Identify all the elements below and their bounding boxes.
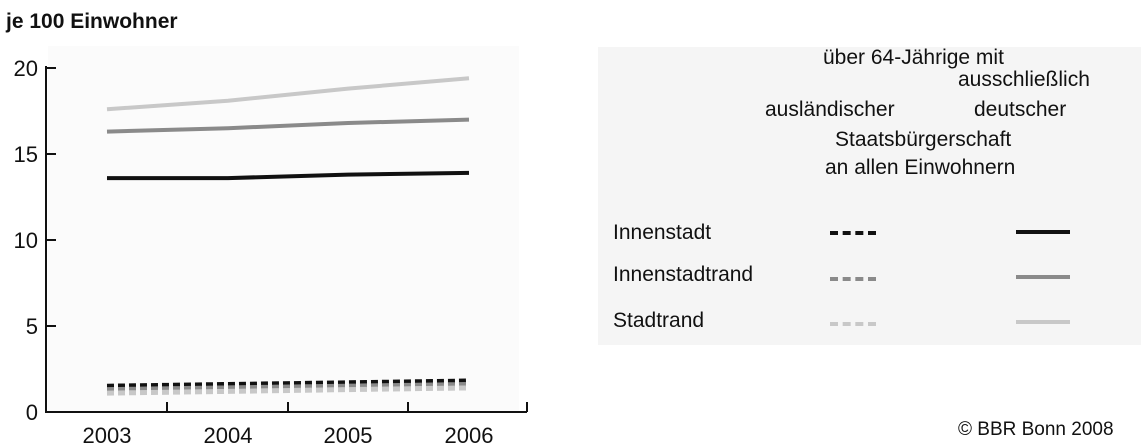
x-tick-label-2006: 2006 xyxy=(445,423,494,445)
x-tick-label-2003: 2003 xyxy=(83,423,132,445)
legend-col-foreign-line3: an allen Einwohnern xyxy=(825,156,1016,179)
legend-col-foreign-line1: ausländischer xyxy=(765,98,895,121)
legend-column-group-label: über 64-Jährige mit xyxy=(823,46,1004,69)
series-line-innenstadtrand-solid xyxy=(106,117,470,134)
legend-swatch-stadtrand-dashed xyxy=(830,322,876,326)
series-line-innenstadt-dashed xyxy=(106,378,470,389)
y-tick-label-10: 10 xyxy=(14,228,38,253)
legend-label-innenstadtrand: Innenstadtrand xyxy=(613,263,754,286)
legend-col-german-line1: ausschließlich xyxy=(958,68,1090,91)
legend-swatch-innenstadt-solid xyxy=(1016,230,1070,234)
copyright-notice: © BBR Bonn 2008 xyxy=(958,419,1114,440)
legend-col-german-line2: deutscher xyxy=(974,98,1067,121)
legend-swatch-stadtrand-solid xyxy=(1016,320,1070,324)
series-line-innenstadtrand-dashed xyxy=(106,382,470,393)
legend-label-stadtrand: Stadtrand xyxy=(613,309,705,332)
series-line-stadtrand-dashed xyxy=(106,385,470,396)
x-tick-label-2005: 2005 xyxy=(324,423,373,445)
legend-header: über 64-Jährige mit ausschließlich auslä… xyxy=(598,47,1141,207)
y-tick-label-0: 0 xyxy=(26,400,38,425)
x-tick-label-2004: 2004 xyxy=(204,423,253,445)
y-tick-label-20: 20 xyxy=(14,56,38,81)
series-line-stadtrand-solid xyxy=(106,76,470,112)
legend-col-foreign-line2: Staatsbürgerschaft xyxy=(835,128,1012,151)
legend-swatch-innenstadtrand-solid xyxy=(1016,275,1070,279)
plot-area-background xyxy=(48,46,519,412)
series-line-innenstadt-solid xyxy=(107,170,470,181)
y-tick-label-5: 5 xyxy=(26,314,38,339)
legend-label-innenstadt: Innenstadt xyxy=(613,221,712,244)
y-axis-unit-label: je 100 Einwohner xyxy=(6,10,178,33)
y-tick-label-15: 15 xyxy=(14,142,38,167)
line-chart: 0 5 10 15 20 2003 2004 2005 2006 xyxy=(14,46,528,445)
legend-swatch-innenstadt-dashed xyxy=(830,231,876,235)
legend-swatch-innenstadtrand-dashed xyxy=(830,277,876,281)
legend-panel: über 64-Jährige mit ausschließlich auslä… xyxy=(598,47,1141,345)
